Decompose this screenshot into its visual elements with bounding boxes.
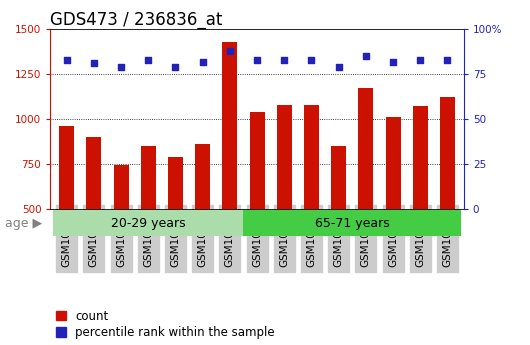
- Bar: [413, 106, 428, 209]
- Point: [253, 57, 261, 62]
- Point: [198, 59, 207, 65]
- Bar: [168, 157, 183, 209]
- Bar: [113, 165, 129, 209]
- Legend: count, percentile rank within the sample: count, percentile rank within the sample: [56, 309, 275, 339]
- Bar: [223, 42, 237, 209]
- Bar: [250, 112, 264, 209]
- Point: [226, 48, 234, 53]
- Text: GDS473 / 236836_at: GDS473 / 236836_at: [50, 11, 223, 29]
- Bar: [304, 105, 319, 209]
- Bar: [440, 98, 455, 209]
- Point: [63, 57, 71, 62]
- Bar: [358, 88, 373, 209]
- Point: [144, 57, 153, 62]
- Point: [90, 61, 98, 66]
- Bar: [59, 126, 74, 209]
- Point: [280, 57, 288, 62]
- Bar: [141, 146, 156, 209]
- Point: [416, 57, 425, 62]
- Point: [117, 64, 125, 70]
- Text: 20-29 years: 20-29 years: [111, 217, 186, 230]
- Bar: [86, 137, 101, 209]
- Point: [443, 57, 452, 62]
- Point: [361, 53, 370, 59]
- Bar: [195, 144, 210, 209]
- Point: [307, 57, 316, 62]
- Point: [171, 64, 180, 70]
- Bar: [331, 146, 346, 209]
- Bar: [243, 210, 461, 236]
- Point: [334, 64, 343, 70]
- Point: [389, 59, 398, 65]
- Text: 65-71 years: 65-71 years: [315, 217, 390, 230]
- Bar: [385, 117, 401, 209]
- Text: age ▶: age ▶: [5, 217, 42, 230]
- Bar: [53, 210, 243, 236]
- Bar: [277, 105, 292, 209]
